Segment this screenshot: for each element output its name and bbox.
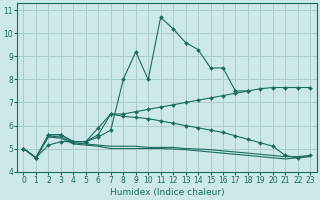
- X-axis label: Humidex (Indice chaleur): Humidex (Indice chaleur): [109, 188, 224, 197]
